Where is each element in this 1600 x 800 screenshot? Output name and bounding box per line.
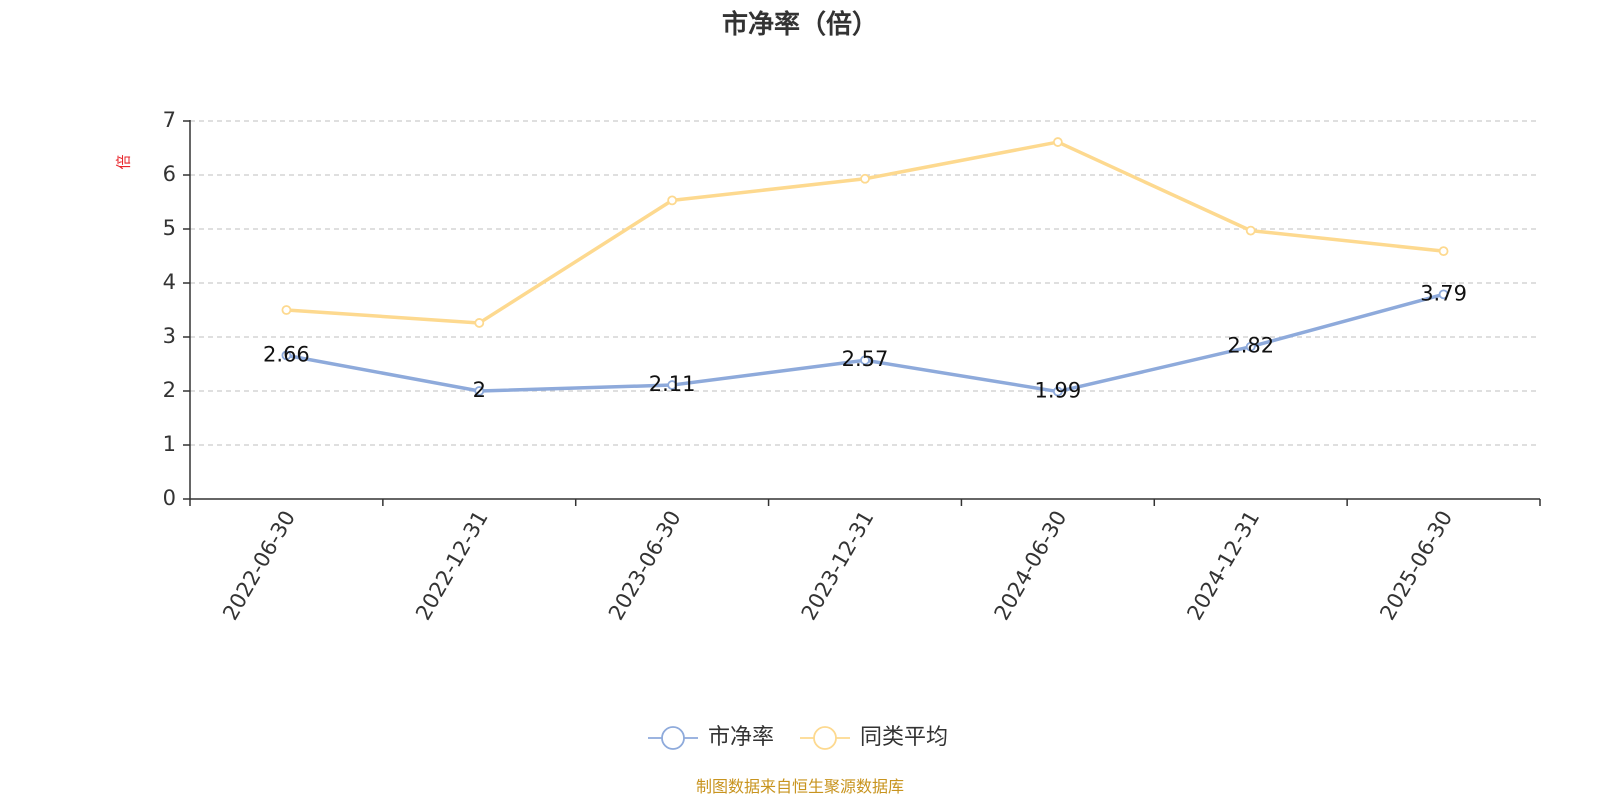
legend-marker — [661, 726, 685, 750]
legend-item-1[interactable]: 同类平均 — [800, 725, 948, 750]
data-point — [1438, 246, 1449, 257]
data-point — [1052, 386, 1063, 397]
legend-marker — [813, 726, 837, 750]
y-tick-label: 4 — [163, 270, 176, 294]
x-axis-ticks: 2022-06-30 2022-12-31 2023-06-30 2023-12-31… — [189, 499, 1541, 625]
data-point — [860, 355, 870, 366]
x-tick-label: 2024-12-31 — [1182, 507, 1264, 625]
x-tick-label: 2022-12-31 — [411, 507, 493, 625]
data-label: 3.79 — [1420, 281, 1467, 305]
y-tick-label: 3 — [163, 324, 176, 348]
chart-title: 市净率（倍） — [722, 9, 878, 40]
data-point — [667, 195, 678, 206]
y-tick-label: 2 — [163, 378, 176, 402]
data-point — [1245, 225, 1256, 236]
data-point — [281, 350, 292, 361]
data-point — [1245, 341, 1256, 352]
x-tick-label: 2025-06-30 — [1375, 507, 1457, 625]
data-point — [281, 305, 292, 315]
y-axis-ticks: 0 1 2 3 4 5 6 7 — [163, 108, 190, 510]
legend-label: 同类平均 — [860, 725, 948, 750]
data-labels: 2.66 2 2.11 2.57 1.99 2.82 3.79 — [263, 281, 1467, 402]
source-note: 制图数据来自恒生聚源数据库 — [696, 777, 904, 796]
data-label: 1.99 — [1034, 379, 1081, 403]
legend[interactable]: 市净率 同类平均 — [648, 725, 948, 750]
y-tick-label: 0 — [163, 486, 176, 510]
axes — [189, 120, 1540, 500]
data-label: 2.57 — [842, 347, 889, 371]
y-tick-label: 5 — [163, 216, 176, 240]
y-tick-label: 6 — [163, 162, 176, 186]
y-axis-unit: 倍 — [115, 154, 133, 169]
x-tick-label: 2023-12-31 — [797, 507, 879, 625]
x-tick-label: 2022-06-30 — [218, 507, 300, 625]
data-label: 2.82 — [1227, 334, 1274, 358]
x-tick-label: 2023-06-30 — [604, 507, 686, 625]
data-point — [474, 386, 485, 396]
data-point — [667, 380, 678, 390]
data-point — [860, 173, 870, 184]
data-label: 2 — [473, 378, 486, 402]
data-point — [474, 318, 485, 328]
series-lines — [281, 137, 1449, 397]
x-tick-label: 2024-06-30 — [990, 507, 1072, 625]
data-point — [1438, 289, 1449, 300]
series-line-1 — [284, 140, 1446, 325]
legend-item-0[interactable]: 市净率 — [648, 725, 774, 750]
y-tick-label: 7 — [163, 108, 176, 132]
y-tick-label: 1 — [163, 432, 176, 456]
data-label: 2.11 — [649, 372, 696, 396]
gridlines — [190, 120, 1540, 446]
data-label: 2.66 — [263, 342, 310, 366]
data-point — [1052, 137, 1063, 147]
legend-label: 市净率 — [708, 725, 774, 750]
